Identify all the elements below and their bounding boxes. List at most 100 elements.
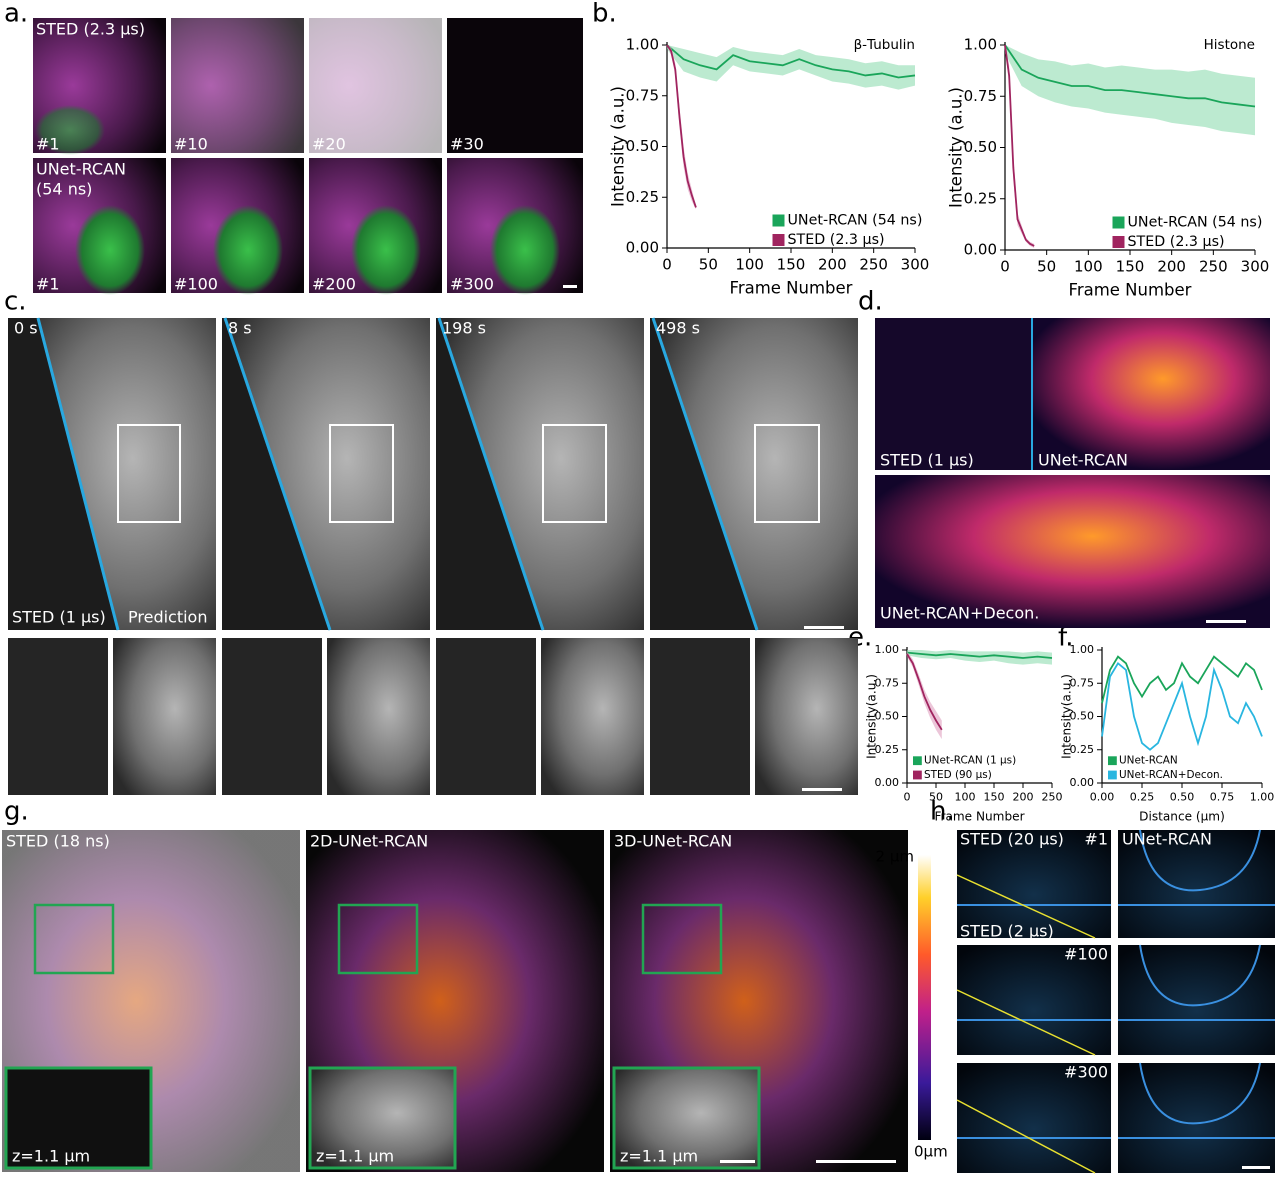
image-label: 498 s (656, 319, 700, 338)
colorbar-label: 0µm (914, 1143, 948, 1161)
y-tick-label: 1.00 (626, 36, 659, 54)
y-tick-label: 0.75 (875, 676, 900, 689)
panel-label: g. (4, 797, 29, 827)
scale-bar (816, 1160, 896, 1163)
legend-label: STED (2.3 µs) (788, 232, 885, 248)
image (490, 205, 560, 295)
x-tick-label: 50 (1037, 258, 1056, 276)
scale-bar (1242, 1166, 1270, 1169)
divider (956, 874, 1096, 1174)
y-tick-label: 1.00 (964, 36, 997, 54)
image-label: STED (18 ns) (6, 832, 110, 851)
image-label: #100 (174, 275, 218, 294)
x-tick-label: 100 (1074, 258, 1103, 276)
legend-swatch (913, 756, 922, 766)
image (447, 18, 583, 153)
image (35, 105, 105, 155)
y-tick-label: 0.50 (875, 710, 900, 723)
legend-label: UNet-RCAN+Decon. (1119, 769, 1223, 781)
y-tick-label: 0.25 (875, 743, 900, 756)
y-axis-label: Intensity(a.u.) (1059, 674, 1073, 759)
image-label: UNet-RCAN (1038, 451, 1128, 470)
x-axis-label: Distance (µm) (1139, 809, 1225, 823)
legend-swatch (772, 214, 785, 227)
x-tick-label: 1.00 (1250, 791, 1275, 804)
scale-bar (1206, 620, 1246, 623)
x-tick-label: 150 (984, 791, 1005, 804)
image (957, 830, 1111, 938)
panel-a: STED (2.3 µs) #1 #10 #20 #30 UNet-RCAN (… (33, 18, 583, 295)
line (1101, 655, 1263, 704)
legend-swatch (913, 770, 922, 780)
x-tick-label: 50 (929, 791, 943, 804)
image-label: z=1.1 µm (620, 1147, 698, 1166)
panel-c: 0 s 8 s 198 s 498 s STED (1 µs) Predicti… (8, 317, 858, 795)
image (957, 1063, 1111, 1173)
image-label: UNet-RCAN (1122, 830, 1212, 849)
image-label: z=1.1 µm (12, 1147, 90, 1166)
image-label: STED (2 µs) (960, 922, 1054, 941)
image (75, 205, 145, 295)
image-label: UNet-RCAN (36, 160, 126, 179)
image-label: #10 (174, 135, 208, 154)
image (957, 945, 1111, 1055)
image-label: #1 (36, 135, 60, 154)
line (1004, 44, 1035, 247)
x-tick-label: 0.00 (1090, 791, 1115, 804)
x-tick-label: 100 (735, 256, 764, 274)
y-tick-label: 0.25 (626, 188, 659, 206)
image (351, 205, 421, 295)
panel-d: STED (1 µs) UNet-RCAN UNet-RCAN+Decon. (875, 318, 1270, 628)
y-axis-label: Intensity (a.u.) (947, 87, 966, 208)
legend-label: STED (90 µs) (924, 769, 992, 781)
scale-bar (720, 1160, 755, 1163)
x-tick-label: 300 (1241, 258, 1270, 276)
x-tick-label: 150 (777, 256, 806, 274)
legend-swatch (1108, 770, 1117, 780)
image-label: #20 (312, 135, 346, 154)
image-label: #300 (450, 275, 494, 294)
inset (612, 1066, 761, 1170)
legend-swatch (1112, 216, 1125, 229)
x-tick-label: 0 (904, 791, 911, 804)
image-label: #1 (1084, 830, 1108, 849)
y-tick-label: 0.25 (964, 189, 997, 207)
error-band (1005, 45, 1255, 136)
x-tick-label: 0.75 (1210, 791, 1235, 804)
x-tick-label: 200 (1013, 791, 1034, 804)
image-label: #300 (1064, 1063, 1108, 1082)
x-tick-label: 0.50 (1170, 791, 1195, 804)
legend-label: UNet-RCAN (1119, 755, 1178, 767)
x-tick-label: 0 (662, 256, 672, 274)
structure (957, 829, 1275, 1139)
y-tick-label: 0.75 (626, 86, 659, 104)
image (309, 18, 442, 153)
x-tick-label: 200 (1157, 258, 1186, 276)
image (1032, 318, 1270, 470)
image (171, 18, 304, 153)
image (213, 205, 283, 295)
y-tick-label: 1.00 (1070, 643, 1095, 656)
x-tick-label: 300 (901, 256, 930, 274)
scale-bar (563, 285, 577, 288)
error-band (667, 45, 696, 210)
y-axis-label: Intensity(a.u.) (864, 674, 878, 759)
x-axis-label: Frame Number (1069, 281, 1192, 300)
y-tick-label: 0.50 (1070, 710, 1095, 723)
x-axis-label: Frame Number (730, 279, 853, 298)
line (1004, 44, 1256, 108)
y-tick-label: 0.75 (964, 87, 997, 105)
x-tick-label: 50 (699, 256, 718, 274)
image-label: 2D-UNet-RCAN (310, 832, 428, 851)
x-tick-label: 0.25 (1130, 791, 1155, 804)
x-tick-label: 100 (955, 791, 976, 804)
image (875, 318, 1032, 470)
image-label: Prediction (128, 608, 207, 627)
annotation: β-Tubulin (854, 37, 915, 53)
image-label: STED (1 µs) (880, 451, 974, 470)
roi (33, 903, 115, 975)
legend-label: STED (2.3 µs) (1128, 234, 1225, 250)
y-tick-label: 0.50 (626, 137, 659, 155)
legend-label: UNet-RCAN (54 ns) (788, 213, 923, 229)
